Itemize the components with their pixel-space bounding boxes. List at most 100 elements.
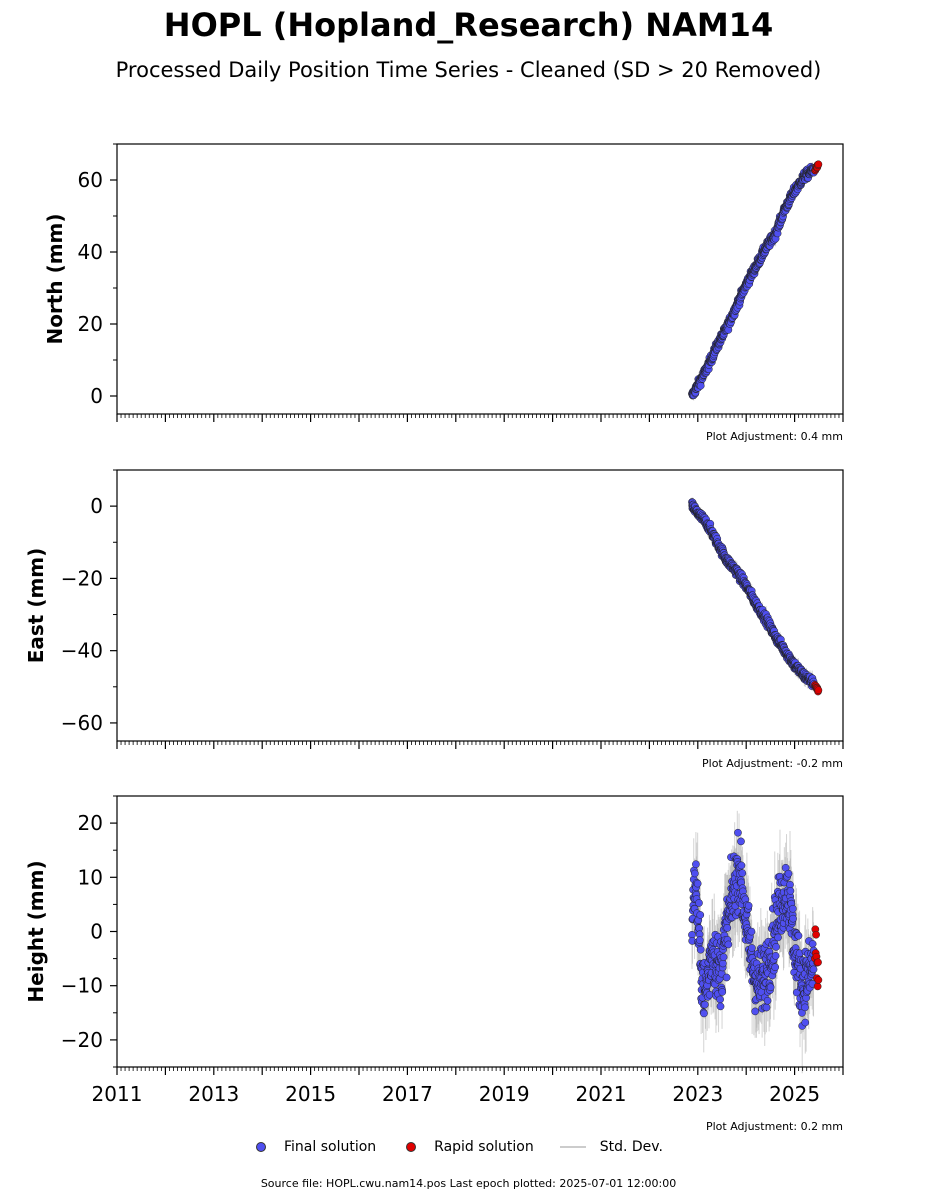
panel-3: 20 10 0 −10 −20 2011 2013 2015 2017 2019 2021 2023 2… [24, 795, 844, 1133]
final-solution-point [744, 901, 753, 910]
final-solution-point [690, 869, 699, 878]
final-solution-point [700, 1009, 708, 1018]
final-solution-point [801, 1018, 810, 1027]
final-solution-point [719, 959, 727, 968]
y-tick-label: 20 [78, 312, 103, 336]
rapid-solution-points [811, 160, 823, 175]
final-solution-points [688, 498, 818, 690]
plot-adjustment-label: Plot Adjustment: 0.4 mm [706, 430, 843, 443]
y-tick-label: 0 [90, 494, 103, 518]
rapid-solution-point [813, 982, 822, 991]
final-solution-point [695, 936, 704, 945]
rapid-solution-points [811, 681, 823, 696]
final-solution-point [794, 931, 803, 940]
final-solution-point [771, 963, 780, 972]
final-solution-point [809, 965, 818, 974]
panel-1: 0 20 40 60 North (mm) Plot Adjustment: 0.4 mm [43, 143, 844, 443]
final-solution-point [723, 924, 732, 932]
chart-subtitle: Processed Daily Position Time Series - C… [115, 58, 822, 82]
source-footer: Source file: HOPL.cwu.nam14.pos Last epo… [260, 1177, 677, 1190]
final-solution-point [748, 944, 756, 952]
final-solution-point [722, 973, 731, 982]
final-solution-point [693, 879, 702, 888]
final-solution-point [763, 996, 772, 1005]
final-solution-point [696, 911, 705, 919]
axes-frame [116, 143, 844, 415]
x-tick-label: 2023 [672, 1082, 723, 1106]
panel-2: 0 −20 −40 −60 East (mm) Plot Adjustment: -0.2… [24, 469, 844, 770]
final-solution-point [705, 990, 714, 999]
final-solution-point [771, 951, 780, 960]
final-solution-point [696, 381, 705, 390]
rapid-solution-points [811, 925, 823, 991]
final-solution-point [724, 940, 733, 949]
legend-item-std: Std. Dev. [559, 1139, 663, 1155]
y-tick-label: −20 [61, 1028, 103, 1052]
y-tick-label: −20 [61, 566, 103, 590]
final-solution-points [688, 162, 818, 400]
legend-label-rapid: Rapid solution [434, 1139, 534, 1155]
axes-frame [116, 469, 844, 742]
y-tick-label: 0 [90, 384, 103, 408]
legend-item-rapid: Rapid solution [402, 1139, 534, 1155]
final-solution-point [772, 943, 780, 951]
final-solution-point [766, 983, 775, 992]
final-solution-point [738, 869, 747, 877]
y-tick-label: 0 [90, 920, 103, 944]
std-dev-line-icon [559, 1146, 586, 1148]
y-tick-label: 20 [78, 811, 103, 835]
final-solution-point [734, 828, 742, 837]
final-solution-point [718, 988, 727, 996]
final-solution-point [716, 995, 724, 1004]
y-tick-label: −40 [61, 639, 103, 663]
x-tick-label: 2015 [285, 1082, 336, 1106]
final-solution-marker-icon [256, 1142, 266, 1152]
y-tick-label: 10 [78, 865, 103, 889]
rapid-solution-point [814, 958, 822, 967]
plot-adjustment-label: Plot Adjustment: -0.2 mm [702, 757, 843, 770]
y-tick-label: −10 [61, 974, 103, 998]
final-solution-point [695, 899, 703, 907]
legend: Final solution Rapid solution Std. Dev. [252, 1137, 689, 1157]
rapid-solution-point [814, 976, 823, 984]
final-solution-point [788, 904, 797, 913]
x-tick-label: 2019 [479, 1082, 530, 1106]
final-solution-point [808, 940, 817, 948]
final-solution-point [692, 860, 700, 869]
final-solution-point [719, 953, 728, 961]
chart-title: HOPL (Hopland_Research) NAM14 [163, 6, 774, 44]
legend-item-final: Final solution [252, 1139, 376, 1155]
x-tick-label: 2011 [92, 1082, 143, 1106]
rapid-solution-point [814, 160, 823, 169]
legend-label-std: Std. Dev. [599, 1139, 663, 1155]
final-solution-point [762, 1003, 771, 1012]
x-tick-label: 2021 [576, 1082, 627, 1106]
y-tick-label: 60 [78, 168, 103, 192]
final-solution-point [716, 1002, 725, 1011]
y-axis-label: Height (mm) [24, 860, 48, 1002]
legend-label-final: Final solution [284, 1139, 377, 1155]
final-solution-point [789, 914, 797, 923]
rapid-solution-marker-icon [406, 1142, 417, 1152]
final-solution-point [784, 869, 793, 878]
y-tick-label: 40 [78, 240, 103, 264]
y-tick-label: −60 [61, 711, 103, 735]
y-axis-label: North (mm) [43, 213, 67, 344]
final-solution-point [737, 837, 745, 846]
final-solution-point [696, 945, 705, 954]
rapid-solution-point [812, 930, 820, 939]
final-solution-point [801, 1003, 809, 1012]
plot-adjustment-label: Plot Adjustment: 0.2 mm [706, 1120, 843, 1133]
x-tick-label: 2025 [769, 1082, 820, 1106]
rapid-solution-point [814, 686, 823, 695]
final-solution-point [774, 933, 782, 942]
final-solution-points [688, 828, 818, 1030]
y-axis-label: East (mm) [24, 548, 48, 664]
final-solution-point [747, 927, 756, 936]
final-solution-point [786, 887, 795, 895]
final-solution-point [700, 1000, 709, 1009]
x-tick-label: 2017 [382, 1082, 433, 1106]
final-solution-point [737, 861, 746, 870]
x-tick-label: 2013 [188, 1082, 239, 1106]
